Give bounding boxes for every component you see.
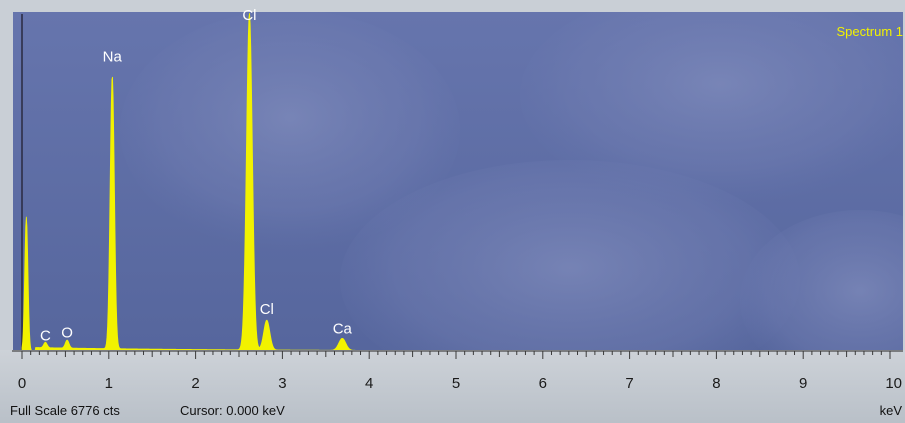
spectrum-name: Spectrum 1: [837, 24, 903, 39]
x-tick-label: 8: [712, 375, 720, 392]
x-tick-label: 6: [539, 375, 547, 392]
cursor-readout: Cursor: 0.000 keV: [180, 403, 285, 418]
peak-label-cl: Cl: [260, 301, 274, 318]
x-axis-tick-labels: 0 1 2 3 4 5 6 7 8 9 10: [18, 375, 902, 392]
x-tick-label: 3: [278, 375, 286, 392]
peak-label-na: Na: [103, 49, 123, 66]
background-texture: [120, 12, 903, 350]
full-scale-readout: Full Scale 6776 cts: [10, 403, 120, 418]
x-tick-label: 4: [365, 375, 373, 392]
spectrum-area: [21, 13, 373, 350]
x-axis-unit: keV: [880, 403, 903, 418]
x-tick-label: 0: [18, 375, 26, 392]
x-tick-label: 7: [625, 375, 633, 392]
peak-label-c: C: [40, 328, 51, 345]
x-tick-label: 5: [452, 375, 460, 392]
x-tick-label: 2: [191, 375, 199, 392]
x-tick-label: 10: [885, 375, 902, 392]
x-axis-ticks: [21, 351, 891, 359]
x-tick-label: 1: [105, 375, 113, 392]
peak-label-ca: Ca: [333, 321, 353, 338]
x-tick-label: 9: [799, 375, 807, 392]
peak-label-cl: Cl: [242, 7, 256, 24]
axis-band: [0, 350, 905, 423]
peak-labels: C O Na Cl Cl Ca: [40, 7, 353, 345]
peak-label-o: O: [61, 325, 73, 342]
